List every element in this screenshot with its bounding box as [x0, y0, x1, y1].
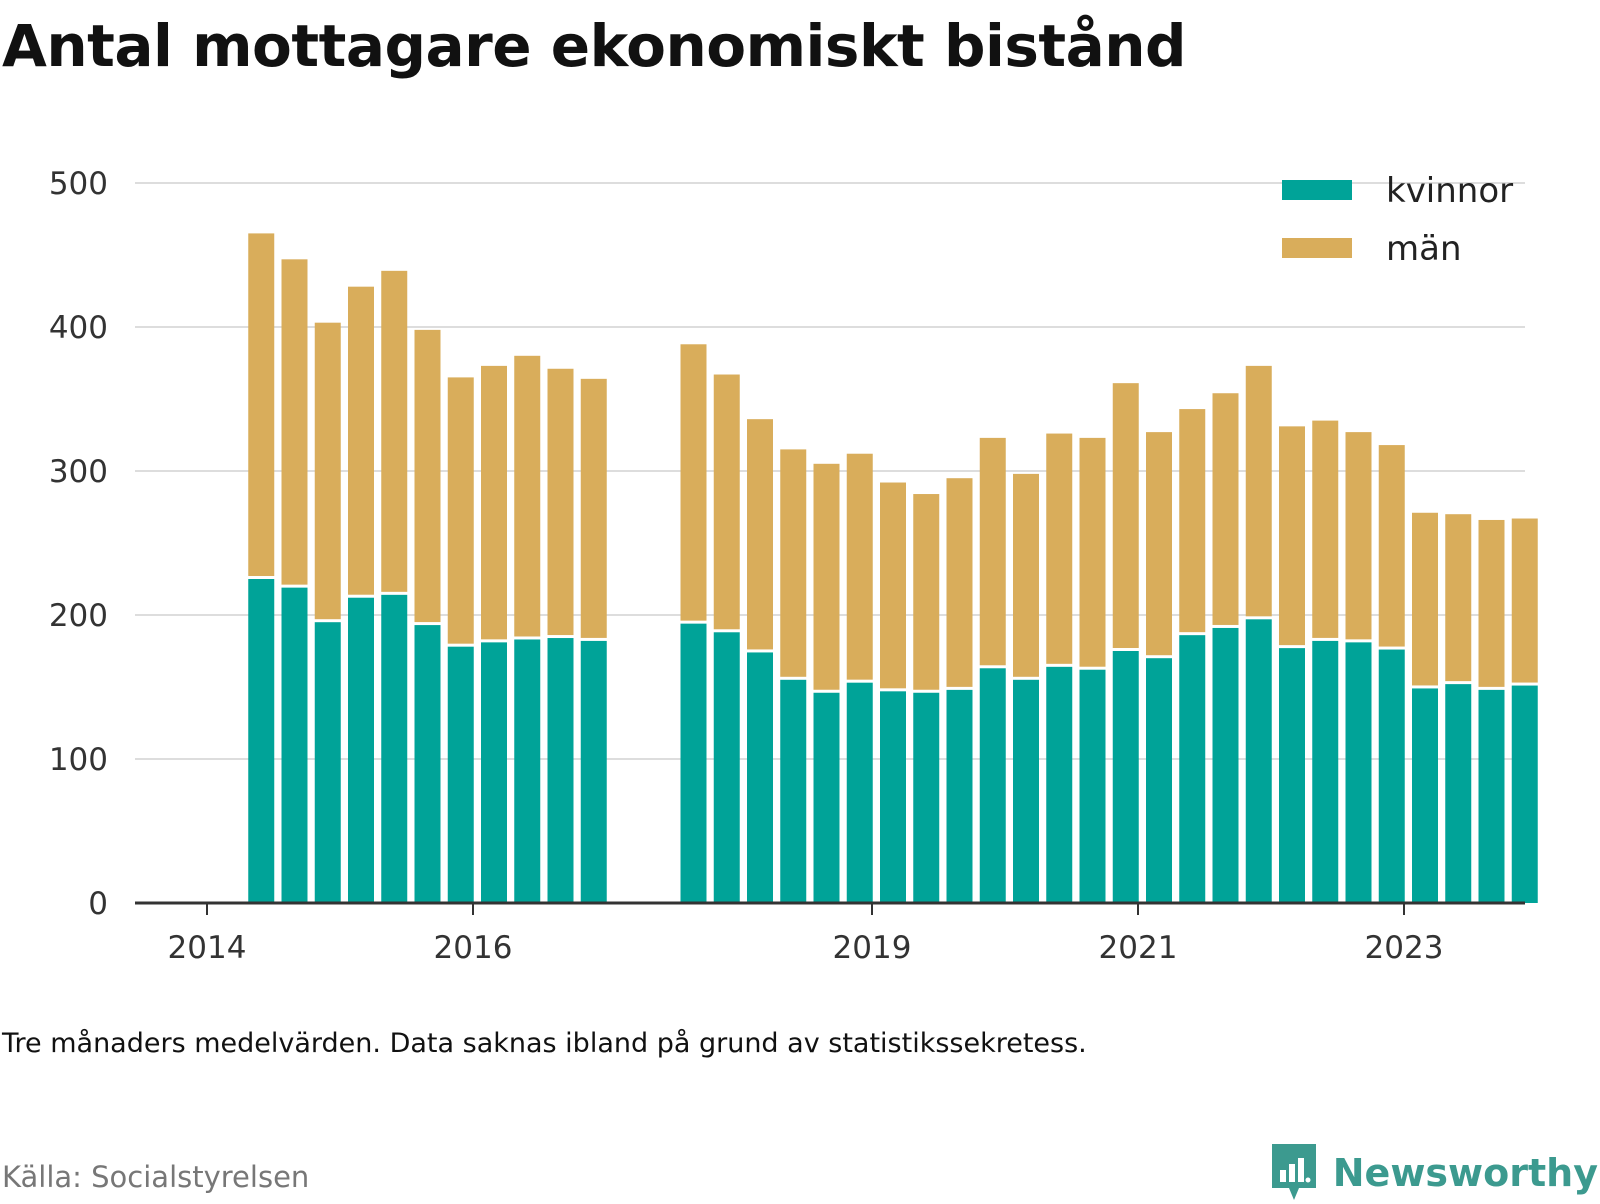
- legend-swatch: [1282, 238, 1352, 258]
- bar-man: [381, 270, 408, 592]
- y-tick-label: 0: [88, 886, 108, 922]
- bar-kvinnor: [248, 579, 275, 903]
- bar-man: [547, 368, 574, 636]
- bar-kvinnor: [713, 632, 740, 903]
- bar-kvinnor: [1112, 651, 1139, 903]
- bar-man: [1511, 518, 1538, 683]
- bar-man: [1378, 445, 1405, 647]
- bar-kvinnor: [1279, 648, 1305, 903]
- bar-man: [979, 437, 1006, 666]
- bar-man: [1013, 473, 1039, 677]
- bar-man: [1412, 512, 1438, 686]
- bar-kvinnor: [1245, 619, 1272, 903]
- bar-kvinnor: [846, 682, 873, 903]
- bar-man: [1445, 514, 1472, 682]
- bar-kvinnor: [1511, 685, 1538, 903]
- bar-kvinnor: [1345, 642, 1372, 903]
- bar-man: [713, 374, 740, 630]
- bar-kvinnor: [880, 691, 906, 903]
- bar-kvinnor: [1445, 684, 1472, 903]
- bar-kvinnor: [281, 587, 308, 903]
- bar-man: [580, 378, 607, 638]
- bar-man: [1312, 420, 1339, 638]
- bar-man: [880, 482, 906, 689]
- bar-man: [1146, 432, 1172, 656]
- bar-man: [747, 419, 773, 650]
- bar-kvinnor: [780, 679, 807, 903]
- bar-kvinnor: [1046, 666, 1073, 903]
- bar-kvinnor: [1378, 649, 1405, 903]
- bar-man: [447, 377, 474, 644]
- x-tick-label: 2014: [168, 930, 247, 966]
- bar-man: [1179, 409, 1206, 633]
- bar-kvinnor: [1013, 679, 1039, 903]
- bar-kvinnor: [1478, 689, 1505, 903]
- bar-kvinnor: [747, 652, 773, 903]
- bar-man: [913, 494, 940, 690]
- y-tick-label: 500: [49, 166, 108, 202]
- chart-note: Tre månaders medelvärden. Data saknas ib…: [2, 1028, 1087, 1059]
- bar-kvinnor: [813, 692, 840, 903]
- bar-man: [780, 449, 807, 677]
- bar-man: [314, 322, 341, 620]
- y-tick-label: 400: [49, 310, 108, 346]
- bar-man: [846, 453, 873, 680]
- bars: [248, 233, 1538, 903]
- bar-kvinnor: [580, 640, 607, 903]
- axes: 0 100 200 300 400 500 2014 2016 2019 2021 2023: [49, 166, 1525, 966]
- bar-kvinnor: [1212, 627, 1239, 903]
- bar-man: [348, 286, 374, 595]
- bar-man: [1212, 393, 1239, 625]
- legend-label: kvinnor: [1386, 171, 1513, 211]
- legend-swatch: [1282, 180, 1352, 200]
- bar-kvinnor: [381, 594, 408, 903]
- bar-man: [813, 463, 840, 690]
- bar-kvinnor: [514, 639, 541, 903]
- source-credit: Källa: Socialstyrelsen: [2, 1160, 310, 1194]
- x-tick-label: 2016: [434, 930, 513, 966]
- bar-man: [514, 355, 541, 637]
- bar-kvinnor: [1179, 635, 1206, 903]
- x-tick-label: 2021: [1099, 930, 1178, 966]
- bar-man: [1079, 437, 1106, 667]
- bar-kvinnor: [547, 638, 574, 903]
- bar-man: [1279, 426, 1305, 646]
- bar-kvinnor: [348, 597, 374, 903]
- stacked-bar-chart: 0 100 200 300 400 500 2014 2016 2019 2021 2023 kvi…: [49, 166, 1538, 966]
- bar-kvinnor: [913, 692, 940, 903]
- bar-man: [481, 365, 507, 640]
- bar-man: [414, 329, 441, 623]
- bar-kvinnor: [481, 642, 507, 903]
- bar-man: [1345, 432, 1372, 640]
- bar-kvinnor: [946, 689, 973, 903]
- y-tick-label: 100: [49, 742, 108, 778]
- brand-logo: Newsworthy: [1269, 1142, 1598, 1204]
- y-tick-label: 200: [49, 598, 108, 634]
- bar-man: [281, 259, 308, 585]
- bar-kvinnor: [1146, 658, 1172, 903]
- bar-kvinnor: [1312, 640, 1339, 903]
- bar-kvinnor: [1079, 669, 1106, 903]
- bar-man: [1112, 383, 1139, 648]
- bar-man: [248, 233, 275, 576]
- y-tick-label: 300: [49, 454, 108, 490]
- newsworthy-logo-icon: [1271, 1144, 1316, 1200]
- brand-name: Newsworthy: [1332, 1151, 1598, 1195]
- chart-title: Antal mottagare ekonomiskt bistånd: [2, 12, 1187, 80]
- bar-man: [1245, 365, 1272, 617]
- bar-kvinnor: [680, 623, 707, 903]
- legend: kvinnor män: [1282, 171, 1513, 269]
- bar-kvinnor: [414, 625, 441, 903]
- legend-label: män: [1386, 229, 1462, 269]
- bar-kvinnor: [447, 646, 474, 903]
- bar-kvinnor: [1412, 688, 1438, 903]
- bar-man: [680, 344, 707, 621]
- x-tick-label: 2019: [833, 930, 912, 966]
- x-tick-label: 2023: [1365, 930, 1444, 966]
- bar-man: [946, 478, 973, 687]
- bar-kvinnor: [314, 622, 341, 903]
- bar-man: [1046, 433, 1073, 664]
- bar-man: [1478, 519, 1505, 687]
- bar-kvinnor: [979, 668, 1006, 903]
